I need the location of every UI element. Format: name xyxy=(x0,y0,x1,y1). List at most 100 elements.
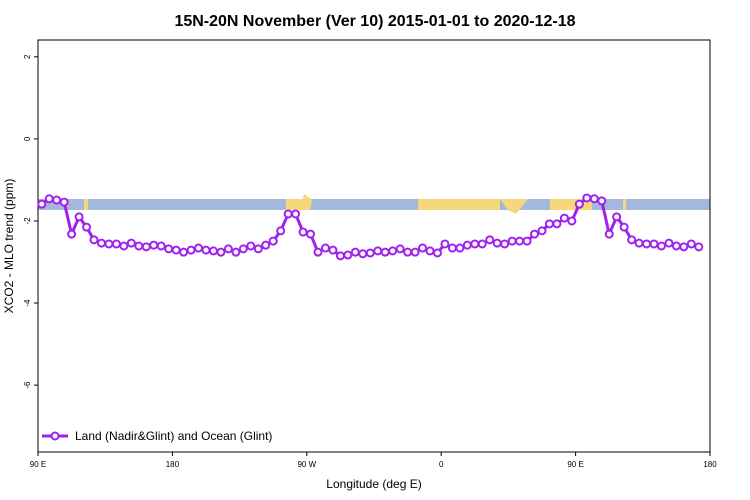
point xyxy=(627,235,637,245)
point xyxy=(201,245,211,255)
point xyxy=(462,240,472,250)
point xyxy=(59,197,69,207)
point xyxy=(89,235,99,245)
point xyxy=(455,243,465,253)
point xyxy=(574,199,584,209)
point xyxy=(515,236,525,246)
point xyxy=(358,249,368,259)
y-tick-label: -2 xyxy=(23,217,32,225)
point xyxy=(74,212,84,222)
y-tick-label: -4 xyxy=(23,299,32,307)
point xyxy=(306,229,316,239)
chart-title: 15N-20N November (Ver 10) 2015-01-01 to … xyxy=(174,13,575,30)
point xyxy=(410,247,420,257)
x-tick-label: 0 xyxy=(439,460,444,469)
point xyxy=(530,229,540,239)
point xyxy=(216,247,226,257)
point xyxy=(403,247,413,257)
point xyxy=(544,219,554,229)
land xyxy=(418,199,500,210)
x-tick-label: 180 xyxy=(703,460,717,469)
point xyxy=(656,241,666,251)
point xyxy=(328,245,338,255)
point xyxy=(612,212,622,222)
point xyxy=(156,241,166,251)
point xyxy=(679,242,689,252)
x-tick-label: 180 xyxy=(166,460,180,469)
point xyxy=(559,213,569,223)
point xyxy=(268,236,278,246)
point xyxy=(365,248,375,258)
point xyxy=(671,241,681,251)
point xyxy=(373,246,383,256)
point xyxy=(291,209,301,219)
x-tick-label: 90 W xyxy=(297,460,316,469)
x-tick-label: 90 E xyxy=(30,460,46,469)
point xyxy=(664,238,674,248)
point xyxy=(276,226,286,236)
point xyxy=(567,216,577,226)
point xyxy=(119,241,129,251)
y-axis-label: XCO2 - MLO trend (ppm) xyxy=(2,179,16,314)
legend-marker xyxy=(50,431,60,441)
point xyxy=(208,246,218,256)
point xyxy=(298,227,308,237)
point xyxy=(44,194,54,204)
point xyxy=(418,243,428,253)
point xyxy=(313,247,323,257)
point xyxy=(425,246,435,256)
point xyxy=(589,194,599,204)
plot-frame xyxy=(37,39,711,453)
point xyxy=(642,239,652,249)
point xyxy=(320,243,330,253)
y-tick-label: -6 xyxy=(23,381,32,389)
point xyxy=(111,239,121,249)
point xyxy=(388,246,398,256)
point xyxy=(477,239,487,249)
point xyxy=(649,239,659,249)
land xyxy=(84,199,88,210)
point xyxy=(500,239,510,249)
point xyxy=(253,244,263,254)
point xyxy=(231,247,241,257)
land xyxy=(300,194,312,210)
point xyxy=(126,238,136,248)
point xyxy=(597,196,607,206)
point xyxy=(440,239,450,249)
point xyxy=(67,229,77,239)
point xyxy=(432,248,442,258)
y-tick-label: 2 xyxy=(23,54,32,59)
point xyxy=(522,236,532,246)
point xyxy=(507,236,517,246)
point xyxy=(171,245,181,255)
point xyxy=(604,229,614,239)
point xyxy=(470,239,480,249)
point xyxy=(350,247,360,257)
point xyxy=(380,247,390,257)
y-tick-label: 0 xyxy=(23,136,32,141)
land xyxy=(623,199,626,210)
point xyxy=(52,195,62,205)
point xyxy=(186,245,196,255)
point xyxy=(485,235,495,245)
point xyxy=(223,244,233,254)
point xyxy=(343,250,353,260)
point xyxy=(492,238,502,248)
point xyxy=(335,251,345,261)
ocean-band xyxy=(38,199,710,210)
point xyxy=(179,247,189,257)
point xyxy=(582,193,592,203)
point xyxy=(634,238,644,248)
point xyxy=(149,240,159,250)
point xyxy=(283,209,293,219)
point xyxy=(96,238,106,248)
point xyxy=(37,199,47,209)
point xyxy=(537,226,547,236)
point xyxy=(82,222,92,232)
point xyxy=(104,239,114,249)
land xyxy=(500,199,528,214)
point xyxy=(246,241,256,251)
land xyxy=(550,199,592,210)
map-band xyxy=(38,194,710,214)
